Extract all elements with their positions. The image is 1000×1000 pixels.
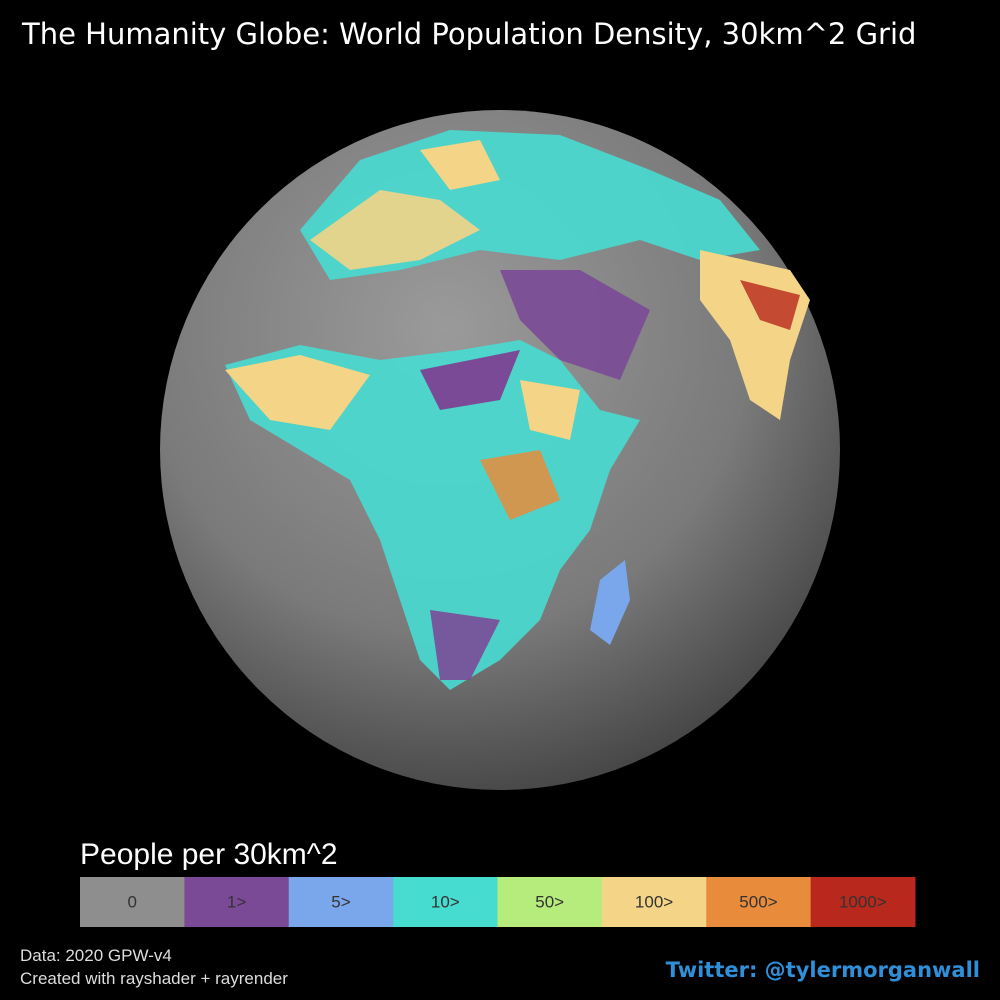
landmass <box>310 190 480 270</box>
legend-swatch <box>184 877 290 927</box>
landmass <box>590 560 630 645</box>
legend-swatch <box>288 877 394 927</box>
landmass <box>480 450 560 520</box>
landmass <box>740 280 800 330</box>
title: The Humanity Globe: World Population Den… <box>21 17 916 51</box>
legend-label: 1000> <box>839 892 887 911</box>
legend-label: 1> <box>227 892 246 911</box>
legend-swatch <box>810 877 916 927</box>
legend-label: 50> <box>535 892 564 911</box>
landmass <box>520 380 580 440</box>
landmass <box>420 140 500 190</box>
landmass <box>500 270 650 380</box>
legend-title: People per 30km^2 <box>80 838 338 871</box>
credit: Data: 2020 GPW-v4 <box>20 946 172 965</box>
legend-label: 10> <box>431 892 460 911</box>
landmass <box>225 355 370 430</box>
credit: Created with rayshader + rayrender <box>20 969 288 988</box>
legend-swatch <box>706 877 812 927</box>
legend-label: 0 <box>127 892 136 911</box>
legend-swatch <box>497 877 603 927</box>
twitter-handle: Twitter: @tylermorganwall <box>666 958 980 982</box>
legend-label: 100> <box>635 892 673 911</box>
landmass <box>430 610 500 680</box>
legend-swatch <box>80 877 185 927</box>
legend-label: 500> <box>739 892 777 911</box>
landmass <box>420 350 520 410</box>
globe <box>160 110 840 790</box>
legend-swatch <box>601 877 707 927</box>
legend-label: 5> <box>331 892 350 911</box>
legend: 0 1> 5> 10> 50> 100> 500> 1000> <box>80 877 916 927</box>
legend-swatch <box>393 877 498 927</box>
